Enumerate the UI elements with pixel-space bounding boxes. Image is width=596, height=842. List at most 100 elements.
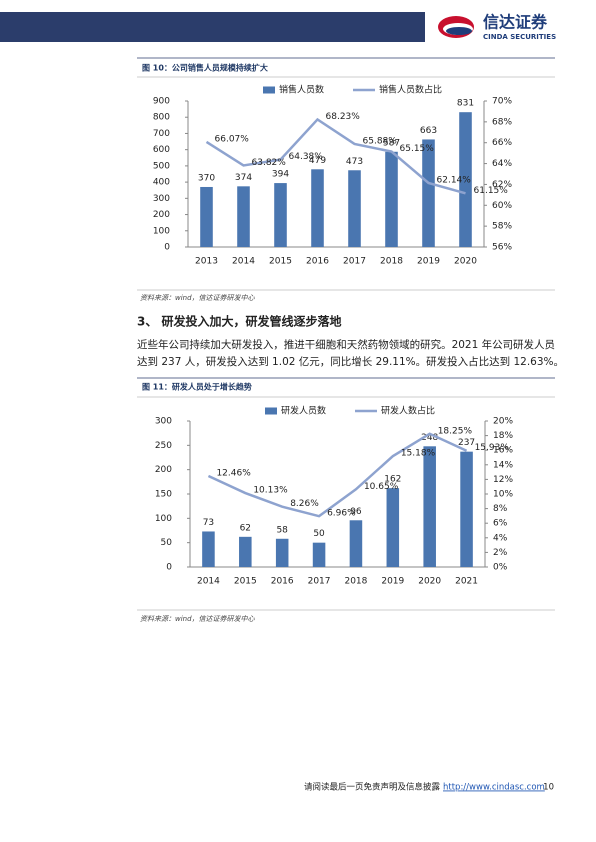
bar [202, 531, 215, 567]
y2-tick-label: 16% [493, 446, 513, 456]
bar-value-label: 831 [457, 99, 474, 109]
legend-label: 研发人数占比 [381, 405, 435, 417]
line-value-label: 15.18% [401, 449, 436, 459]
line-value-label: 6.96% [327, 509, 356, 519]
x-tick-label: 2015 [234, 577, 257, 587]
bar-value-label: 50 [313, 529, 325, 539]
y2-tick-label: 10% [493, 490, 513, 500]
x-tick-label: 2015 [269, 257, 292, 267]
y2-tick-label: 68% [492, 117, 512, 127]
y-tick-label: 900 [153, 97, 170, 107]
bar [348, 170, 361, 247]
bar [239, 536, 252, 567]
line-value-label: 15.93% [475, 443, 510, 453]
bar [459, 112, 472, 248]
y2-tick-label: 60% [492, 201, 512, 211]
line-value-label: 8.26% [290, 499, 319, 509]
bar [311, 169, 324, 247]
y-tick-label: 400 [153, 178, 170, 188]
bar [349, 520, 363, 567]
footer-notice: 请阅读最后一页免责声明及信息披露 [304, 782, 441, 793]
line-value-label: 65.88% [363, 136, 398, 146]
x-tick-label: 2016 [306, 257, 329, 267]
y2-tick-label: 62% [492, 180, 512, 190]
logo-subtext: CINDA SECURITIES [483, 33, 556, 41]
section-heading: 3、 研发投入加大，研发管线逐步落地 [137, 314, 342, 329]
bar [423, 446, 436, 567]
y-tick-label: 200 [155, 465, 172, 475]
line-value-label: 68.23% [326, 112, 361, 122]
line-value-label: 10.13% [253, 486, 288, 496]
legend-swatch [263, 86, 275, 94]
y-tick-label: 700 [153, 129, 170, 139]
y-tick-label: 50 [161, 538, 173, 548]
y-tick-label: 800 [153, 113, 170, 123]
y2-tick-label: 18% [493, 431, 513, 441]
legend-swatch [265, 407, 277, 415]
header-band [0, 12, 425, 42]
bar-value-label: 162 [384, 475, 401, 485]
line-value-label: 64.38% [289, 152, 324, 162]
bar-value-label: 479 [309, 156, 326, 166]
paragraph-line: 近些年公司持续加大研发投入，推进干细胞和天然药物领域的研究。2021 年公司研发… [137, 338, 555, 351]
bar [460, 451, 473, 567]
y2-tick-label: 20% [493, 417, 513, 427]
line-series [205, 117, 466, 195]
x-tick-label: 2019 [417, 257, 440, 267]
x-tick-label: 2020 [454, 257, 477, 267]
line-value-label: 63.82% [252, 158, 287, 168]
bar-value-label: 394 [272, 170, 289, 180]
page-number: 10 [543, 783, 554, 793]
x-tick-label: 2018 [380, 257, 403, 267]
bar-value-label: 473 [346, 157, 363, 167]
source: 资料来源：wind，信达证券研发中心 [140, 294, 256, 302]
x-tick-label: 2013 [195, 257, 218, 267]
legend-label: 销售人员数 [279, 84, 324, 96]
logo-mark [438, 16, 474, 38]
bar [422, 139, 435, 247]
footer-link[interactable]: http://www.cindasc.com [443, 783, 545, 793]
y2-tick-label: 8% [493, 504, 508, 514]
line-value-label: 18.25% [438, 426, 473, 436]
bar [386, 488, 400, 567]
bar-value-label: 587 [383, 138, 400, 148]
x-tick-label: 2014 [197, 577, 220, 587]
y2-tick-label: 56% [492, 243, 512, 253]
y2-tick-label: 64% [492, 159, 512, 169]
bar [385, 151, 398, 247]
y-tick-label: 500 [153, 161, 170, 171]
y2-tick-label: 66% [492, 138, 512, 148]
y-tick-label: 300 [153, 194, 170, 204]
x-tick-label: 2019 [381, 577, 404, 587]
legend-label: 销售人员数占比 [379, 84, 442, 96]
line-value-label: 62.14% [437, 175, 472, 185]
x-tick-label: 2017 [308, 577, 331, 587]
y-tick-label: 250 [155, 441, 172, 451]
line-value-label: 10.65% [364, 482, 399, 492]
bar [275, 538, 289, 567]
bar-value-label: 237 [458, 438, 475, 448]
y-tick-label: 0 [166, 563, 172, 573]
y2-tick-label: 70% [492, 97, 512, 107]
y-tick-label: 0 [164, 243, 170, 253]
line-series [207, 432, 468, 518]
line-value-label: 65.15% [400, 144, 435, 154]
bar-value-label: 663 [420, 126, 437, 136]
x-tick-label: 2016 [271, 577, 294, 587]
bar [274, 183, 287, 247]
x-tick-label: 2020 [418, 577, 441, 587]
bar [237, 186, 250, 247]
bar-value-label: 370 [198, 173, 215, 183]
figure-title: 图 11：研发人员处于增长趋势 [142, 382, 252, 392]
logo-text: 信达证券 [483, 13, 548, 32]
line-value-label: 61.15% [474, 186, 509, 196]
y2-tick-label: 6% [493, 519, 508, 529]
bar-value-label: 62 [240, 523, 251, 533]
source: 资料来源：wind，信达证券研发中心 [140, 615, 256, 623]
y-tick-label: 100 [155, 514, 172, 524]
y2-tick-label: 58% [492, 222, 512, 232]
bar-value-label: 96 [350, 507, 362, 517]
y-tick-label: 100 [153, 226, 170, 236]
line-value-label: 66.07% [215, 134, 250, 144]
y2-tick-label: 4% [493, 533, 508, 543]
